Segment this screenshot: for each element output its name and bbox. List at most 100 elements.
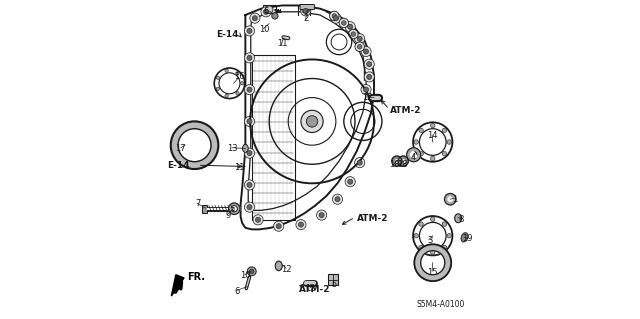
Circle shape [332, 14, 337, 18]
Circle shape [357, 36, 362, 41]
Circle shape [355, 158, 365, 168]
Ellipse shape [461, 233, 468, 242]
Circle shape [272, 13, 278, 19]
Circle shape [442, 222, 447, 226]
Circle shape [276, 224, 281, 229]
Circle shape [335, 197, 340, 202]
Circle shape [442, 245, 447, 250]
Circle shape [247, 55, 252, 60]
Ellipse shape [243, 145, 248, 152]
Text: E-14: E-14 [167, 161, 190, 170]
Circle shape [355, 42, 364, 51]
Circle shape [244, 116, 255, 126]
Text: 3: 3 [427, 236, 432, 245]
Circle shape [348, 179, 353, 184]
Circle shape [447, 234, 451, 238]
Circle shape [358, 45, 362, 49]
Circle shape [349, 29, 358, 39]
Circle shape [307, 116, 318, 127]
Text: 11: 11 [276, 39, 287, 48]
Circle shape [247, 182, 252, 188]
Circle shape [244, 202, 255, 212]
Circle shape [339, 18, 349, 28]
Circle shape [367, 62, 372, 67]
Circle shape [244, 180, 255, 190]
Circle shape [351, 32, 356, 36]
Circle shape [274, 221, 284, 231]
Circle shape [247, 151, 252, 156]
Text: 12: 12 [362, 93, 373, 102]
Circle shape [302, 6, 310, 13]
Text: 17: 17 [175, 144, 186, 153]
Ellipse shape [454, 214, 461, 223]
Circle shape [419, 222, 423, 226]
Circle shape [244, 85, 255, 95]
Circle shape [250, 13, 260, 23]
Text: 10: 10 [259, 25, 269, 34]
Circle shape [414, 234, 419, 238]
Circle shape [364, 59, 374, 69]
Text: ATM-2: ATM-2 [390, 106, 421, 115]
Circle shape [250, 269, 254, 273]
Circle shape [225, 94, 228, 98]
Circle shape [303, 8, 308, 13]
Circle shape [236, 71, 239, 75]
Circle shape [301, 6, 311, 16]
Circle shape [355, 34, 365, 44]
Circle shape [447, 140, 451, 144]
Circle shape [431, 250, 435, 255]
Circle shape [333, 16, 339, 21]
Text: 1: 1 [452, 195, 458, 204]
Circle shape [345, 22, 355, 32]
Circle shape [296, 219, 306, 230]
Text: 15: 15 [428, 268, 438, 277]
Circle shape [264, 9, 269, 14]
Text: 14: 14 [428, 131, 438, 140]
Text: ATM-2: ATM-2 [356, 214, 388, 223]
Text: 7: 7 [195, 199, 200, 208]
Text: 12: 12 [282, 264, 292, 274]
Circle shape [364, 87, 369, 92]
Circle shape [244, 148, 255, 158]
Circle shape [247, 119, 252, 124]
Bar [202, 205, 207, 212]
Text: 13: 13 [227, 144, 238, 153]
Text: 18: 18 [397, 160, 407, 169]
Circle shape [247, 87, 252, 92]
Text: 11: 11 [234, 163, 244, 172]
Circle shape [364, 49, 369, 54]
Circle shape [301, 110, 323, 132]
Text: 18: 18 [389, 160, 400, 169]
Circle shape [414, 140, 419, 144]
Polygon shape [172, 275, 184, 296]
Circle shape [431, 123, 435, 128]
Circle shape [216, 87, 220, 91]
Text: 4: 4 [411, 153, 417, 162]
Text: 2: 2 [303, 14, 308, 23]
Circle shape [317, 210, 326, 220]
Circle shape [361, 47, 371, 56]
Circle shape [364, 72, 374, 82]
Text: ATM-2: ATM-2 [300, 285, 331, 294]
Text: 9: 9 [225, 211, 230, 219]
Text: E-14: E-14 [216, 30, 239, 39]
Circle shape [367, 74, 372, 79]
Circle shape [298, 222, 303, 227]
Circle shape [241, 82, 244, 85]
Text: 19: 19 [463, 234, 473, 243]
Circle shape [419, 245, 423, 250]
Text: 5: 5 [332, 279, 337, 288]
Circle shape [442, 128, 447, 133]
Text: 12: 12 [305, 284, 316, 293]
Circle shape [253, 215, 263, 225]
Circle shape [244, 53, 255, 63]
Circle shape [332, 194, 342, 204]
Circle shape [442, 152, 447, 156]
Circle shape [419, 152, 423, 156]
Circle shape [357, 160, 362, 165]
Text: FR.: FR. [188, 272, 205, 282]
Circle shape [342, 21, 346, 25]
Circle shape [225, 69, 228, 72]
Circle shape [247, 28, 252, 33]
Circle shape [431, 156, 435, 161]
